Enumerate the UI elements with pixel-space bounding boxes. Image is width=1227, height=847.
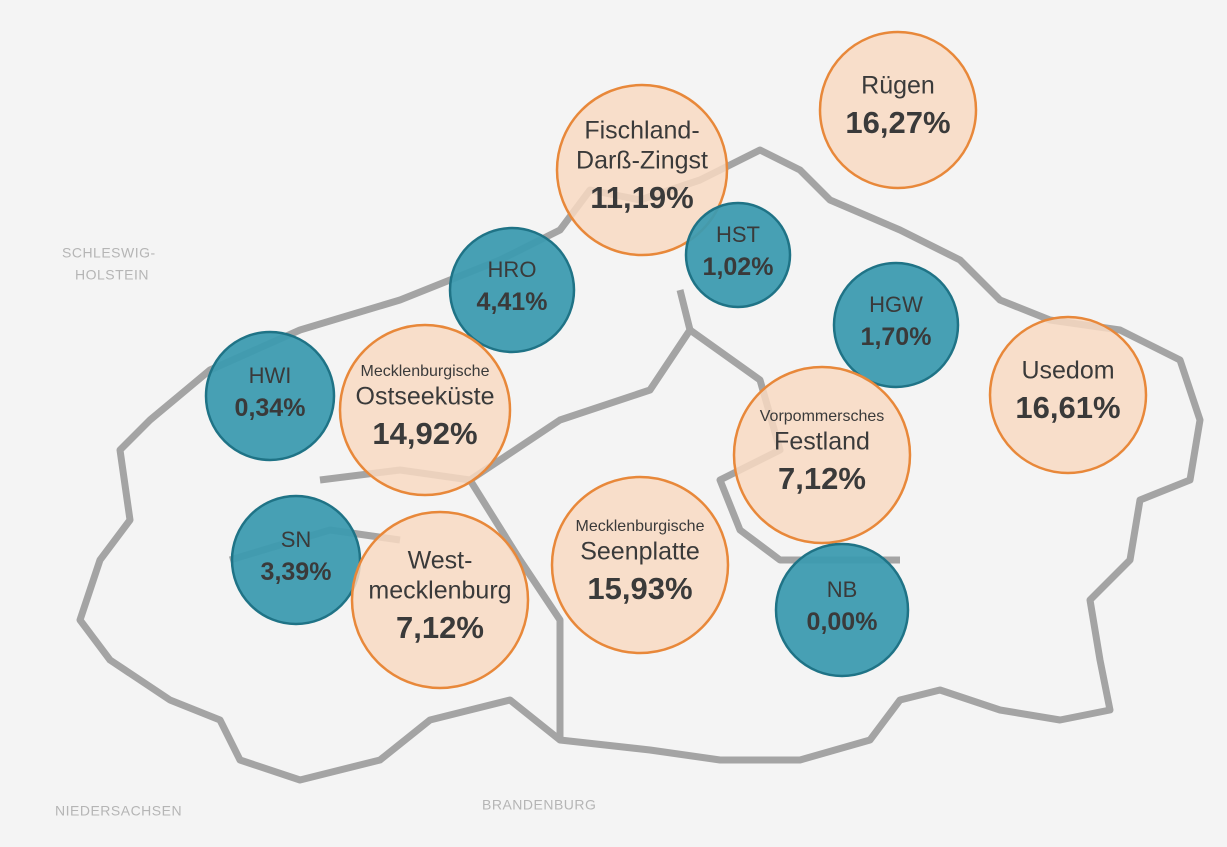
region-name: HST <box>716 222 760 247</box>
region-value: 3,39% <box>261 558 332 586</box>
region-name: West- <box>408 546 473 574</box>
region-name: Darß-Zingst <box>576 146 708 174</box>
region-name: Fischland- <box>584 116 699 144</box>
region-value: 15,93% <box>587 571 692 606</box>
region-name: NB <box>827 577 858 602</box>
region-name: HGW <box>869 292 923 317</box>
region-bubble <box>684 201 792 309</box>
region-bubble <box>204 330 336 462</box>
neighbor-label: NIEDERSACHSEN <box>55 803 182 819</box>
region-value: 16,61% <box>1015 390 1120 425</box>
region-value: 4,41% <box>477 288 548 316</box>
region-name: Rügen <box>861 71 935 99</box>
region-bubble <box>230 494 362 626</box>
region-name: mecklenburg <box>368 576 511 604</box>
region-name: Festland <box>774 427 870 455</box>
region-value: 16,27% <box>845 105 950 140</box>
region-bubble <box>555 83 729 257</box>
region-name: SN <box>281 527 312 552</box>
region-value: 14,92% <box>372 416 477 451</box>
region-name: HRO <box>488 257 537 282</box>
region-name: Vorpommersches <box>760 408 885 425</box>
region-bubble <box>988 315 1148 475</box>
neighbor-label: SCHLESWIG- <box>62 245 156 261</box>
region-name: Ostseeküste <box>356 382 495 410</box>
region-value: 1,70% <box>861 323 932 351</box>
region-bubble <box>448 226 576 354</box>
region-value: 11,19% <box>590 180 693 215</box>
region-value: 7,12% <box>778 461 866 496</box>
region-name: HWI <box>249 363 292 388</box>
neighbor-label: BRANDENBURG <box>482 797 596 813</box>
region-bubble <box>732 365 912 545</box>
region-bubble <box>818 30 978 190</box>
region-name: Mecklenburgische <box>576 518 705 535</box>
region-value: 0,00% <box>807 608 878 636</box>
region-name: Usedom <box>1021 356 1114 384</box>
region-name: Mecklenburgische <box>361 363 490 380</box>
region-value: 7,12% <box>396 610 484 645</box>
region-bubble <box>350 510 530 690</box>
region-bubble <box>550 475 730 655</box>
region-value: 1,02% <box>703 253 774 281</box>
region-bubble <box>774 542 910 678</box>
neighbor-label: HOLSTEIN <box>75 267 149 283</box>
region-bubble <box>338 323 512 497</box>
region-bubble <box>832 261 960 389</box>
region-name: Seenplatte <box>580 537 700 565</box>
region-value: 0,34% <box>235 394 306 422</box>
